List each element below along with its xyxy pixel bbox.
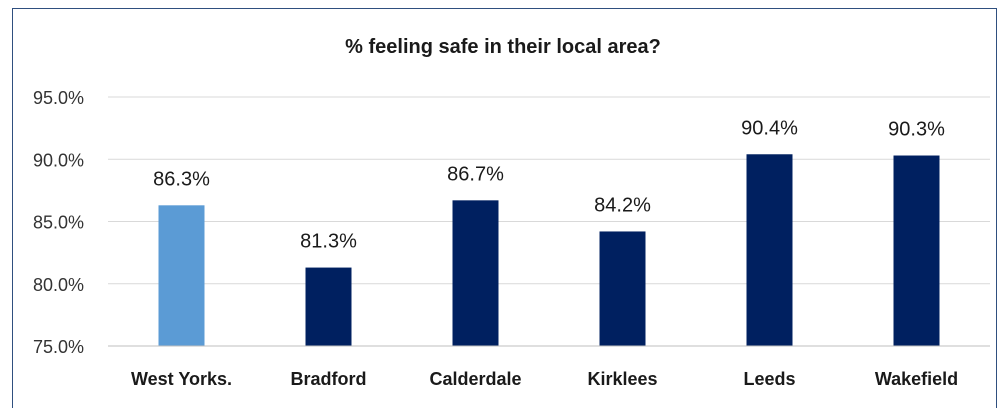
bar <box>158 205 205 346</box>
x-tick-label: Bradford <box>291 369 367 389</box>
x-tick-label: Calderdale <box>429 369 521 389</box>
y-tick-label: 95.0% <box>33 88 84 108</box>
bar <box>746 154 793 346</box>
x-tick-label: West Yorks. <box>131 369 232 389</box>
x-tick-label: Leeds <box>743 369 795 389</box>
bar <box>599 231 646 346</box>
bar <box>893 155 940 346</box>
chart-title: % feeling safe in their local area? <box>345 36 661 58</box>
data-label: 81.3% <box>300 231 357 253</box>
bar <box>305 267 352 346</box>
y-tick-label: 90.0% <box>33 150 84 170</box>
data-label: 90.4% <box>741 117 798 139</box>
y-tick-label: 75.0% <box>33 337 84 357</box>
y-tick-label: 85.0% <box>33 213 84 233</box>
data-label: 86.7% <box>447 163 504 185</box>
data-label: 86.3% <box>153 168 210 190</box>
x-tick-label: Kirklees <box>587 369 657 389</box>
bar <box>452 200 499 346</box>
x-tick-label: Wakefield <box>875 369 958 389</box>
y-tick-label: 80.0% <box>33 275 84 295</box>
data-label: 90.3% <box>888 119 945 141</box>
data-label: 84.2% <box>594 194 651 216</box>
